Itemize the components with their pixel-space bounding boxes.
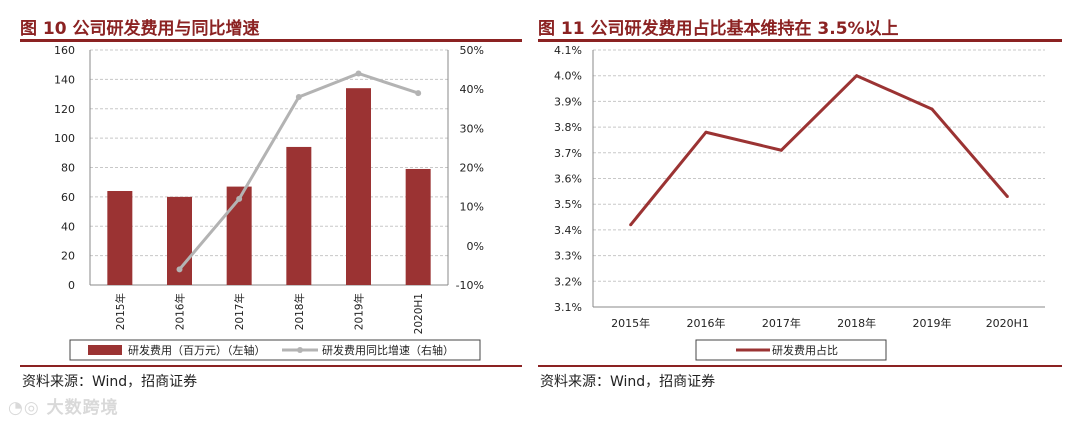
left-y-tick-label: 160 [54,44,75,57]
right-chart-y-tick-label: 4.0% [554,70,582,83]
left-y-tick-label: 40 [61,220,75,233]
left-chart: 0 20 40 60 80 100 120 140 160 -10% 0% 10% 20% 30% 40%… [54,44,484,361]
legend-line-marker [297,347,303,353]
left-x-tick-label: 2020H1 [413,293,425,334]
right-chart-y-tick-label: 3.5% [554,198,582,211]
right-chart-y-tick-label: 3.9% [554,95,582,108]
right-gridlines [592,49,1045,308]
right-x-tick-label: 2018年 [837,316,876,330]
left-source: 资料来源：Wind，招商证券 [22,374,198,390]
right-y-axis-ticks: -10% 0% 10% 20% 30% 40% 50% [456,44,484,292]
watermark-logo-icon: ◔◎ [8,398,47,418]
left-chart-title: 图 10 公司研发费用与同比增速 [20,19,260,39]
right-chart-y-tick-label: 3.3% [554,250,582,263]
left-legend: 研发费用（百万元）（左轴） 研发费用同比增速（右轴） [69,339,481,361]
bar-2020H1 [405,168,431,285]
legend-bar-label: 研发费用（百万元）（左轴） [128,343,266,357]
left-growth-line [176,70,422,273]
left-y-tick-label: 140 [54,73,75,86]
right-x-tick-label: 2020H1 [986,317,1029,330]
right-chart-x-axis-ticks: 2015年 2016年 2017年 2018年 2019年 2020H1 [611,316,1029,330]
right-y-tick-label: 10% [460,201,484,214]
share-point [1005,194,1009,198]
growth-point [355,70,362,77]
right-y-tick-label: -10% [456,279,484,292]
share-point [930,107,934,111]
watermark-text: 大数跨境 [46,398,119,418]
left-x-axis-ticks: 2015年 2016年 2017年 2018年 2019年 2020H1 [114,293,425,334]
left-bars [107,88,431,285]
left-x-tick-label: 2016年 [174,293,187,330]
right-x-tick-label: 2015年 [611,316,650,330]
right-share-line [629,74,1009,227]
legend-share-label: 研发费用占比 [772,343,838,357]
growth-point [236,195,243,202]
left-y-tick-label: 120 [54,103,75,116]
left-y-tick-label: 0 [68,279,75,292]
left-x-tick-label: 2017年 [233,293,246,330]
right-y-tick-label: 50% [460,44,484,57]
right-y-tick-label: 0% [467,240,484,253]
right-y-tick-label: 20% [460,162,484,175]
share-point [779,148,783,152]
share-line-path [629,74,1009,226]
growth-point [176,266,183,273]
left-gridlines [89,49,449,286]
bar-2015年 [107,191,133,285]
right-chart: 3.1% 3.2% 3.3% 3.4% 3.5% 3.6% 3.7% 3.8% 3.9% 4.0%… [554,44,1045,361]
right-source: 资料来源：Wind，招商证券 [540,374,716,390]
left-title-rule [20,39,522,42]
right-bottom-rule [538,365,1062,367]
right-x-tick-label: 2017年 [762,316,801,330]
left-y-axis-ticks: 0 20 40 60 80 100 120 140 160 [54,44,75,292]
share-point [629,223,633,227]
left-x-tick-label: 2018年 [293,293,306,330]
left-x-tick-label: 2019年 [353,293,366,330]
share-point [704,130,708,134]
left-bottom-rule [20,365,522,367]
bar-2017年 [226,186,252,285]
right-x-tick-label: 2019年 [913,316,952,330]
left-y-tick-label: 80 [61,162,75,175]
right-chart-y-tick-label: 3.4% [554,224,582,237]
right-chart-y-tick-label: 4.1% [554,44,582,57]
right-chart-y-tick-label: 3.1% [554,301,582,314]
left-y-tick-label: 100 [54,132,75,145]
legend-line-label: 研发费用同比增速（右轴） [322,343,454,357]
bar-2018年 [286,146,312,285]
right-y-tick-label: 40% [460,83,484,96]
bar-2019年 [346,88,371,285]
right-title-rule [538,39,1062,42]
growth-point [295,94,302,100]
right-chart-y-tick-label: 3.8% [554,121,582,134]
right-chart-y-tick-label: 3.2% [554,275,582,288]
right-y-tick-label: 30% [460,122,484,135]
share-point [855,74,859,78]
growth-point [415,90,422,97]
legend-bar-swatch [88,345,122,355]
right-x-tick-label: 2016年 [687,316,726,330]
right-chart-y-axis-ticks: 3.1% 3.2% 3.3% 3.4% 3.5% 3.6% 3.7% 3.8% 3.9% 4.0%… [554,44,582,314]
right-chart-y-tick-label: 3.7% [554,147,582,160]
watermark: ◔◎ 大数跨境 [8,393,119,418]
right-chart-title: 图 11 公司研发费用占比基本维持在 3.5%以上 [538,19,899,39]
left-x-tick-label: 2015年 [114,293,127,330]
left-y-tick-label: 20 [61,250,75,263]
right-legend: 研发费用占比 [695,339,887,361]
right-chart-y-tick-label: 3.6% [554,173,582,186]
left-y-tick-label: 60 [61,191,75,204]
